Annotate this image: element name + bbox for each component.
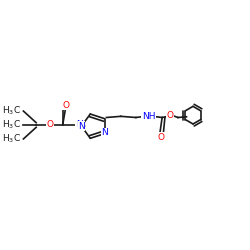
Text: H$_3$C: H$_3$C	[2, 119, 21, 131]
Text: N: N	[78, 122, 85, 131]
Text: N: N	[101, 128, 108, 137]
Text: H$_3$C: H$_3$C	[2, 105, 21, 117]
Text: O: O	[62, 101, 69, 110]
Text: NH: NH	[142, 112, 156, 121]
Text: O: O	[46, 120, 54, 130]
Text: N: N	[76, 120, 82, 130]
Text: H$_3$C: H$_3$C	[2, 133, 21, 145]
Text: O: O	[167, 111, 174, 120]
Text: O: O	[158, 133, 164, 142]
